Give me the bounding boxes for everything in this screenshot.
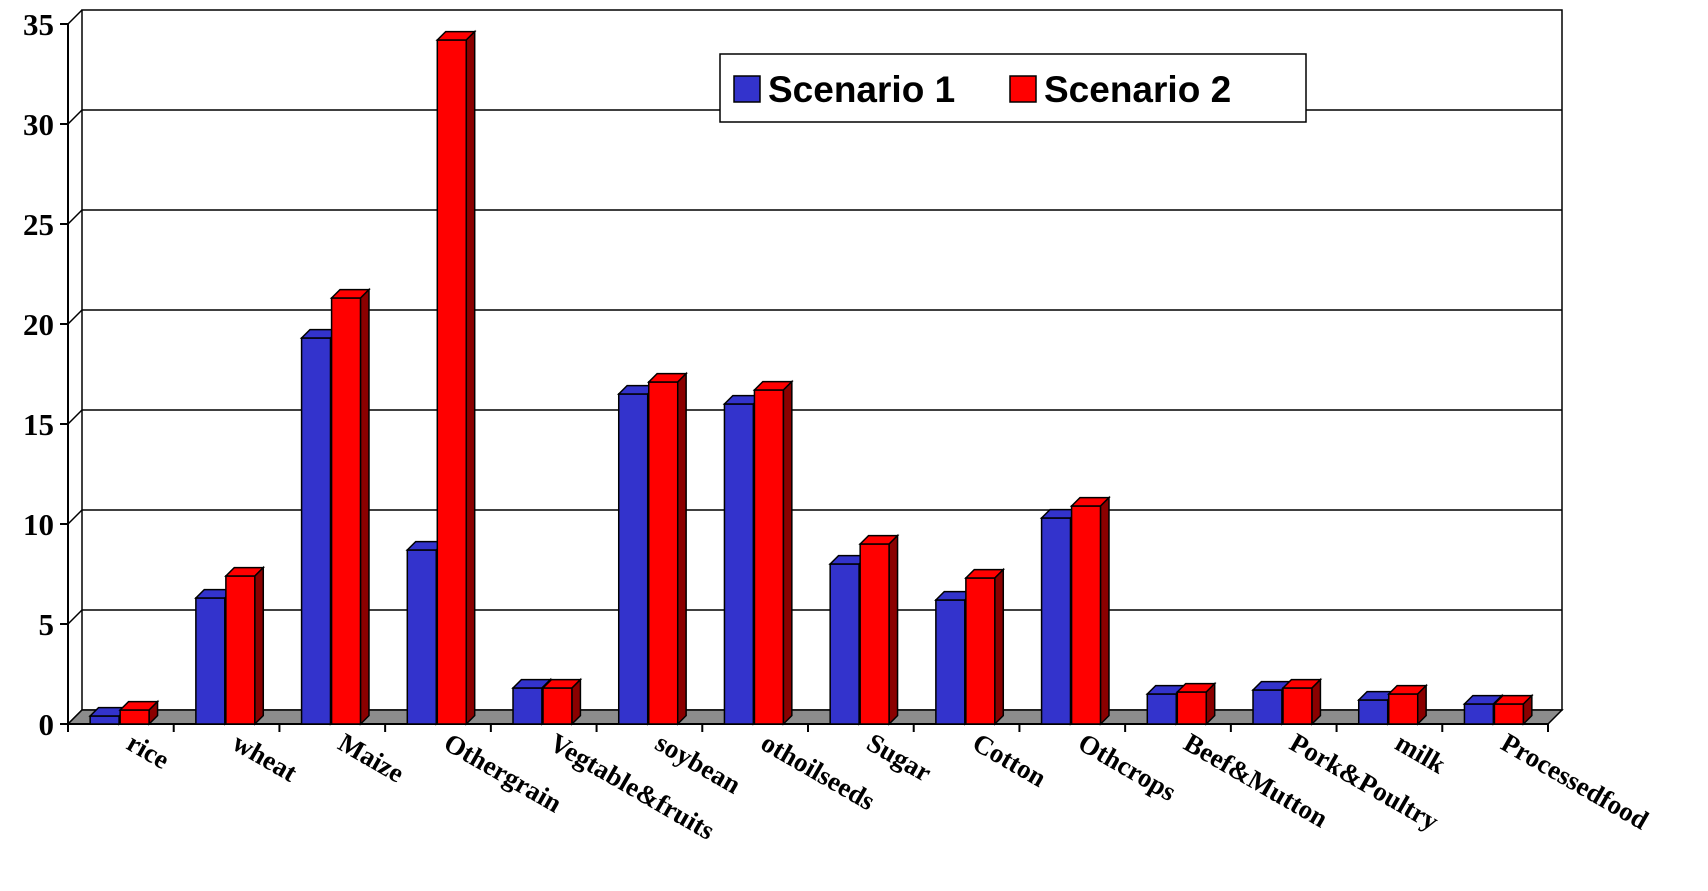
bar-front (300, 337, 332, 725)
bar-scenario-2 (1281, 677, 1323, 726)
bar-front (1252, 689, 1283, 725)
bar-side (1522, 693, 1533, 726)
bar-front (195, 597, 226, 725)
bar-front (935, 599, 966, 725)
y-tick-label: 25 (23, 207, 54, 242)
legend-label-2: Scenario 2 (1044, 69, 1231, 110)
y-tick-labels: 0 5 10 15 20 25 30 35 (23, 7, 54, 742)
gridline-depth (67, 409, 83, 425)
gridline-depth (67, 209, 83, 225)
gridline-depth (67, 509, 83, 525)
y-tick-label: 10 (23, 507, 54, 542)
bar-front (542, 687, 573, 725)
bar-side (571, 677, 582, 726)
x-tick-label: Maize (333, 727, 409, 788)
x-tick-labels: rice wheat Maize OthergrainVegtable&fruitss… (122, 727, 1654, 845)
bar-scenario-2 (1069, 495, 1111, 726)
bar-front (753, 389, 785, 725)
bar-scenario-2 (329, 287, 371, 726)
legend-swatch-1 (733, 75, 761, 103)
y-tick-label: 20 (23, 307, 54, 342)
bar-front (512, 687, 543, 725)
bar-side (254, 565, 265, 726)
y-tick-label: 30 (23, 107, 54, 142)
bar-side (359, 287, 370, 726)
bar-side (1311, 677, 1322, 726)
bar-front (829, 563, 860, 725)
bar-side (782, 379, 793, 726)
bar-side (994, 567, 1005, 726)
bar-front (1146, 693, 1178, 725)
bar-front (1387, 693, 1419, 725)
gridline-depth (67, 109, 83, 125)
bar-front (1282, 687, 1313, 725)
bar-front (406, 549, 438, 725)
bars (88, 29, 1534, 726)
bar-front (723, 403, 755, 725)
bar-front (1176, 691, 1208, 725)
bar-front (647, 381, 679, 725)
x-tick-label: wheat (228, 727, 303, 787)
bar-scenario-2 (964, 567, 1006, 726)
bar-scenario-2 (541, 677, 583, 726)
x-tick-label: othoilseeds (756, 727, 880, 816)
x-tick-label: Cotton (968, 727, 1052, 793)
bar-front (1463, 703, 1495, 725)
bar-side (1205, 681, 1216, 726)
x-tick-label: milk (1390, 727, 1450, 779)
bar-front (330, 297, 362, 725)
axes (60, 23, 1549, 732)
bar-scenario-2 (224, 565, 266, 726)
bar-front (1357, 699, 1389, 725)
bar-front (119, 709, 150, 725)
bar-scenario-2 (1175, 681, 1217, 726)
x-tick-label: Sugar (862, 727, 937, 787)
x-tick-label: Othcrops (1073, 727, 1181, 807)
bar-scenario-2 (646, 371, 688, 726)
legend-label-1: Scenario 1 (768, 69, 955, 110)
bar-scenario-2 (858, 533, 900, 726)
bar-side (1416, 683, 1427, 726)
chart-floor (66, 709, 1564, 725)
y-tick-label: 35 (23, 7, 54, 42)
bar-scenario-2 (118, 699, 160, 726)
y-tick-label: 5 (39, 607, 55, 642)
bar-front (89, 715, 120, 725)
gridline-depth (67, 309, 83, 325)
x-tick-label: Processedfood (1496, 727, 1653, 835)
floor-plane (66, 709, 1564, 725)
bar-front (617, 393, 649, 725)
legend: Scenario 1 Scenario 2 (719, 53, 1307, 123)
x-tick-label: Othergrain (439, 727, 567, 818)
bar-front (225, 575, 256, 725)
bar-front (436, 39, 468, 725)
bar-scenario-2 (1492, 693, 1534, 726)
bar-front (1070, 505, 1102, 725)
bar-side (888, 533, 899, 726)
bar-scenario-2 (435, 29, 477, 726)
bar-scenario-2 (1386, 683, 1428, 726)
bar-scenario-2 (752, 379, 794, 726)
bar-front (859, 543, 890, 725)
x-tick-label: rice (122, 727, 175, 775)
bar-side (465, 29, 476, 726)
gridline-depth (67, 609, 83, 625)
bar-front (1040, 517, 1072, 725)
bar-front (965, 577, 996, 725)
bar-side (1099, 495, 1110, 726)
gridline-depth (67, 9, 83, 25)
y-tick-label: 15 (23, 407, 54, 442)
y-tick-label: 0 (39, 707, 55, 742)
bar-side (148, 699, 159, 726)
bar-front (1493, 703, 1525, 725)
bar-side (676, 371, 687, 726)
legend-swatch-2 (1009, 75, 1037, 103)
